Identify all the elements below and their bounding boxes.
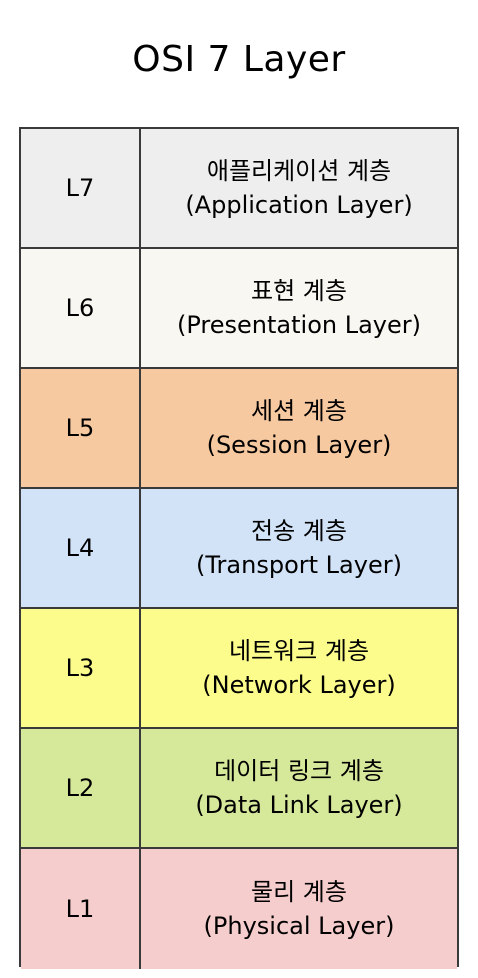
osi-layer-table: L7 애플리케이션 계층 (Application Layer) L6 표현 계… [19, 127, 459, 969]
layer-id-l5: L5 [21, 369, 141, 487]
layer-korean-name-l7: 애플리케이션 계층 [206, 157, 392, 185]
layer-name-l1: 물리 계층 (Physical Layer) [141, 849, 457, 969]
diagram-title: OSI 7 Layer [132, 39, 346, 80]
layer-english-name-l4: (Transport Layer) [196, 551, 402, 579]
layer-english-name-l7: (Application Layer) [185, 191, 413, 219]
layer-name-l6: 표현 계층 (Presentation Layer) [141, 249, 457, 367]
layer-english-name-l6: (Presentation Layer) [177, 311, 421, 339]
layer-row-l4: L4 전송 계층 (Transport Layer) [21, 489, 457, 609]
layer-name-l2: 데이터 링크 계층 (Data Link Layer) [141, 729, 457, 847]
layer-id-l1: L1 [21, 849, 141, 969]
layer-korean-name-l2: 데이터 링크 계층 [214, 757, 384, 785]
layer-id-l4: L4 [21, 489, 141, 607]
layer-row-l2: L2 데이터 링크 계층 (Data Link Layer) [21, 729, 457, 849]
layer-english-name-l3: (Network Layer) [202, 671, 396, 699]
layer-english-name-l5: (Session Layer) [206, 431, 392, 459]
layer-row-l3: L3 네트워크 계층 (Network Layer) [21, 609, 457, 729]
layer-name-l4: 전송 계층 (Transport Layer) [141, 489, 457, 607]
layer-id-l2: L2 [21, 729, 141, 847]
layer-english-name-l2: (Data Link Layer) [195, 791, 403, 819]
layer-row-l7: L7 애플리케이션 계층 (Application Layer) [21, 129, 457, 249]
layer-korean-name-l6: 표현 계층 [251, 277, 347, 305]
layer-row-l5: L5 세션 계층 (Session Layer) [21, 369, 457, 489]
layer-row-l1: L1 물리 계층 (Physical Layer) [21, 849, 457, 969]
layer-korean-name-l3: 네트워크 계층 [228, 637, 370, 665]
layer-name-l3: 네트워크 계층 (Network Layer) [141, 609, 457, 727]
layer-row-l6: L6 표현 계층 (Presentation Layer) [21, 249, 457, 369]
layer-id-l3: L3 [21, 609, 141, 727]
layer-name-l5: 세션 계층 (Session Layer) [141, 369, 457, 487]
layer-korean-name-l5: 세션 계층 [251, 397, 347, 425]
layer-korean-name-l1: 물리 계층 [251, 878, 347, 906]
layer-name-l7: 애플리케이션 계층 (Application Layer) [141, 129, 457, 247]
layer-id-l6: L6 [21, 249, 141, 367]
layer-korean-name-l4: 전송 계층 [251, 517, 347, 545]
layer-english-name-l1: (Physical Layer) [203, 912, 395, 940]
layer-id-l7: L7 [21, 129, 141, 247]
